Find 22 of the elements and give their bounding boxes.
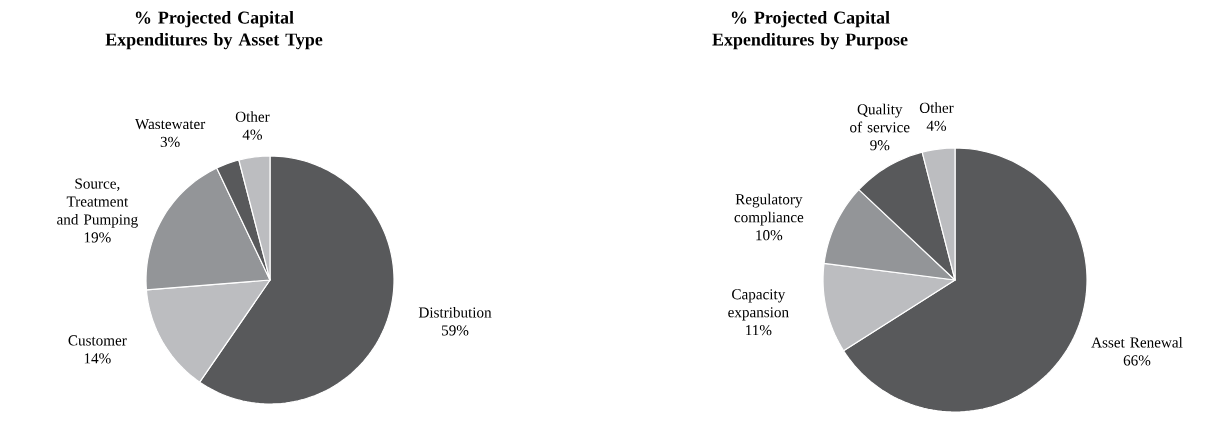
data-label: 4% (926, 120, 947, 131)
slice-label: Source, Treatment and Pumping (57, 178, 138, 228)
chart-title: % Projected Capital Expenditures by Asset Type (105, 11, 323, 50)
slice-label: Regulatory compliance (734, 193, 804, 226)
chart-title: % Projected Capital Expenditures by Purpose (712, 11, 908, 50)
data-label: 3% (160, 136, 180, 148)
data-label: 4% (242, 129, 262, 140)
slice-label: Wastewater (134, 119, 206, 130)
slice-label: Asset Renewal (1091, 336, 1183, 348)
slice-label: Quality of service (850, 103, 910, 133)
slice-label: Customer (68, 335, 127, 346)
data-label: 66% (1123, 355, 1151, 366)
data-label: 11% (746, 325, 772, 336)
slice-label: Capacity expansion (728, 289, 789, 321)
data-label: 59% (442, 325, 469, 336)
data-label: 14% (84, 353, 111, 364)
data-label: 9% (870, 140, 890, 151)
data-label: 10% (756, 230, 783, 241)
slice-label: Other (235, 111, 270, 122)
slice-label: Distribution (418, 306, 492, 318)
data-label: 19% (84, 232, 111, 243)
slice-label: Other (919, 102, 954, 113)
